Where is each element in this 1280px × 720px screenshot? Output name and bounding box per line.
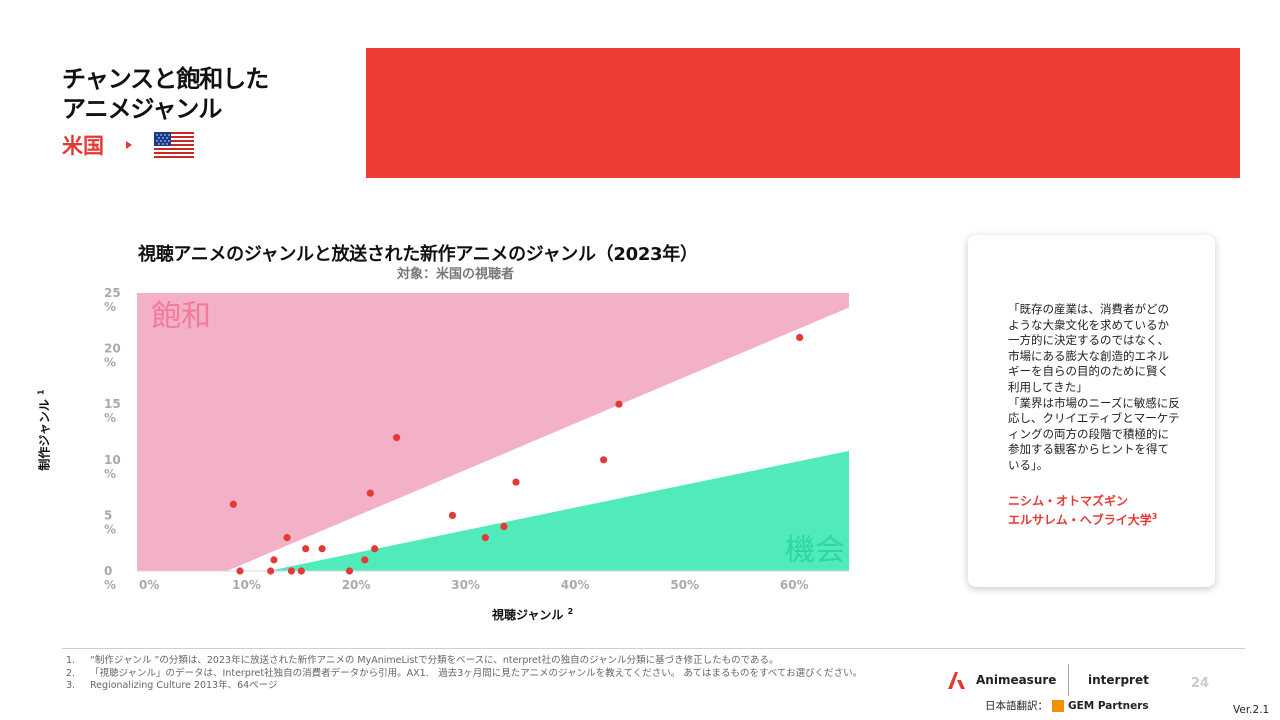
data-point [318,545,326,553]
data-point [600,456,608,464]
y-axis-label-footnote: 1 [36,389,46,395]
footnotes: 1. “制作ジャンル ”の分類は、2023年に放送された新作アニメの MyAnim… [66,655,862,693]
footer-divider [62,648,1245,649]
saturation-zone-label: 飽和 [151,299,211,334]
footnote: 1. “制作ジャンル ”の分類は、2023年に放送された新作アニメの MyAnim… [66,655,862,668]
x-tick-label: 0% [139,578,159,592]
footnote-number: 2. [66,667,76,679]
y-axis-label: 制作ジャンル 1 [36,389,53,470]
footnote-text: 「視聴ジャンル」のデータは、Interpret社独自の消費者データから引用。AX… [90,667,863,679]
y-tick-label: 0% [104,564,116,592]
translation-credit: 日本語翻訳： GEM Partners [985,698,1149,713]
data-point [236,567,244,575]
data-point [297,567,305,575]
page-number: 24 [1191,676,1210,691]
data-point [371,545,379,553]
data-point [302,545,310,553]
footnote-number: 1. [66,655,76,666]
version-label: Ver.2.1 [1233,704,1270,716]
data-point [796,333,804,342]
data-point [500,522,508,531]
x-axis-label-text: 視聴ジャンル [492,608,564,622]
footnote: 2. 「視聴ジャンル」のデータは、Interpret社独自の消費者データから引用。… [66,668,862,681]
data-point [345,567,354,575]
saturation-zone [137,293,849,571]
y-tick-label: 5% [104,508,116,536]
footnote-text: “制作ジャンル ”の分類は、2023年に放送された新作アニメの MyAnimeL… [90,655,779,666]
country-label: 米国 [62,134,104,158]
interpret-logo: interpret [1088,673,1149,687]
y-tick-label: 10% [104,453,121,481]
page-title: チャンスと飽和した アニメジャンル [62,64,269,124]
animeasure-logo-icon [948,672,965,689]
data-point [615,400,623,408]
x-axis-label-footnote: 2 [567,607,574,616]
opportunity-zone [268,450,849,571]
country-indicator: 米国 [62,130,194,160]
x-tick-label: 10% [232,578,261,592]
data-point [481,534,489,542]
footnote-number: 3. [66,680,76,691]
quote-card: 「既存の産業は、消費者がどのような大衆文化を求めているか一方的に決定するのではな… [968,235,1215,587]
x-tick-label: 30% [451,578,480,592]
x-tick-label: 50% [670,578,699,592]
data-point [361,556,369,564]
quote-author-name: ニシム・オトマズギン [1008,494,1129,508]
y-tick-label: 25% [104,286,121,314]
animeasure-logo: Animeasure [946,670,1056,690]
y-tick-label: 15% [104,397,121,425]
chart-title: 視聴アニメのジャンルと放送された新作アニメのジャンル（2023年） [138,244,698,265]
x-tick-label: 20% [342,578,371,592]
quote-text: 「既存の産業は、消費者がどのような大衆文化を求めているか一方的に決定するのではな… [1008,302,1180,474]
gem-logo-text: GEM Partners [1068,699,1149,712]
data-point [366,489,374,497]
page-title-line-1: チャンスと飽和した [62,65,269,93]
header-banner [366,48,1240,178]
data-point [287,567,296,575]
data-point [229,500,237,508]
quote-author-footnote: 3 [1151,512,1158,521]
data-point [267,567,275,575]
quote-author: ニシム・オトマズギン エルサレム・ヘブライ大学3 [1008,493,1188,528]
x-tick-label: 60% [780,578,809,592]
footnote-text: Regionalizing Culture 2013年、64ページ [90,680,278,691]
data-point [283,534,291,542]
translation-label: 日本語翻訳： [985,700,1048,712]
data-point [393,433,401,442]
triangle-right-icon [126,141,132,149]
chart-subtitle: 対象：米国の視聴者 [397,267,515,282]
footnote: 3. Regionalizing Culture 2013年、64ページ [66,680,862,693]
quote-author-affiliation-text: エルサレム・ヘブライ大学 [1008,513,1152,527]
animeasure-logo-text: Animeasure [976,673,1057,687]
quote-paragraph: 「既存の産業は、消費者がどのような大衆文化を求めているか一方的に決定するのではな… [1008,302,1169,394]
quote-paragraph: 「業界は市場のニーズに敏感に反応し、クリイエティブとマーケティングの両方の段階で… [1008,395,1180,472]
data-point [512,478,520,486]
logo-divider [1068,664,1069,696]
y-tick-label: 20% [104,342,121,370]
quote-author-affiliation: エルサレム・ヘブライ大学3 [1008,509,1188,528]
data-point [270,556,278,564]
page-title-line-2: アニメジャンル [62,95,222,123]
data-point [448,511,457,519]
x-tick-label: 40% [561,578,590,592]
gem-logo-icon [1052,699,1064,712]
us-flag-icon [154,132,194,158]
x-axis-label: 視聴ジャンル 2 [492,606,573,623]
opportunity-zone-label: 機会 [785,533,845,568]
y-axis-label-text: 制作ジャンル [37,399,52,471]
